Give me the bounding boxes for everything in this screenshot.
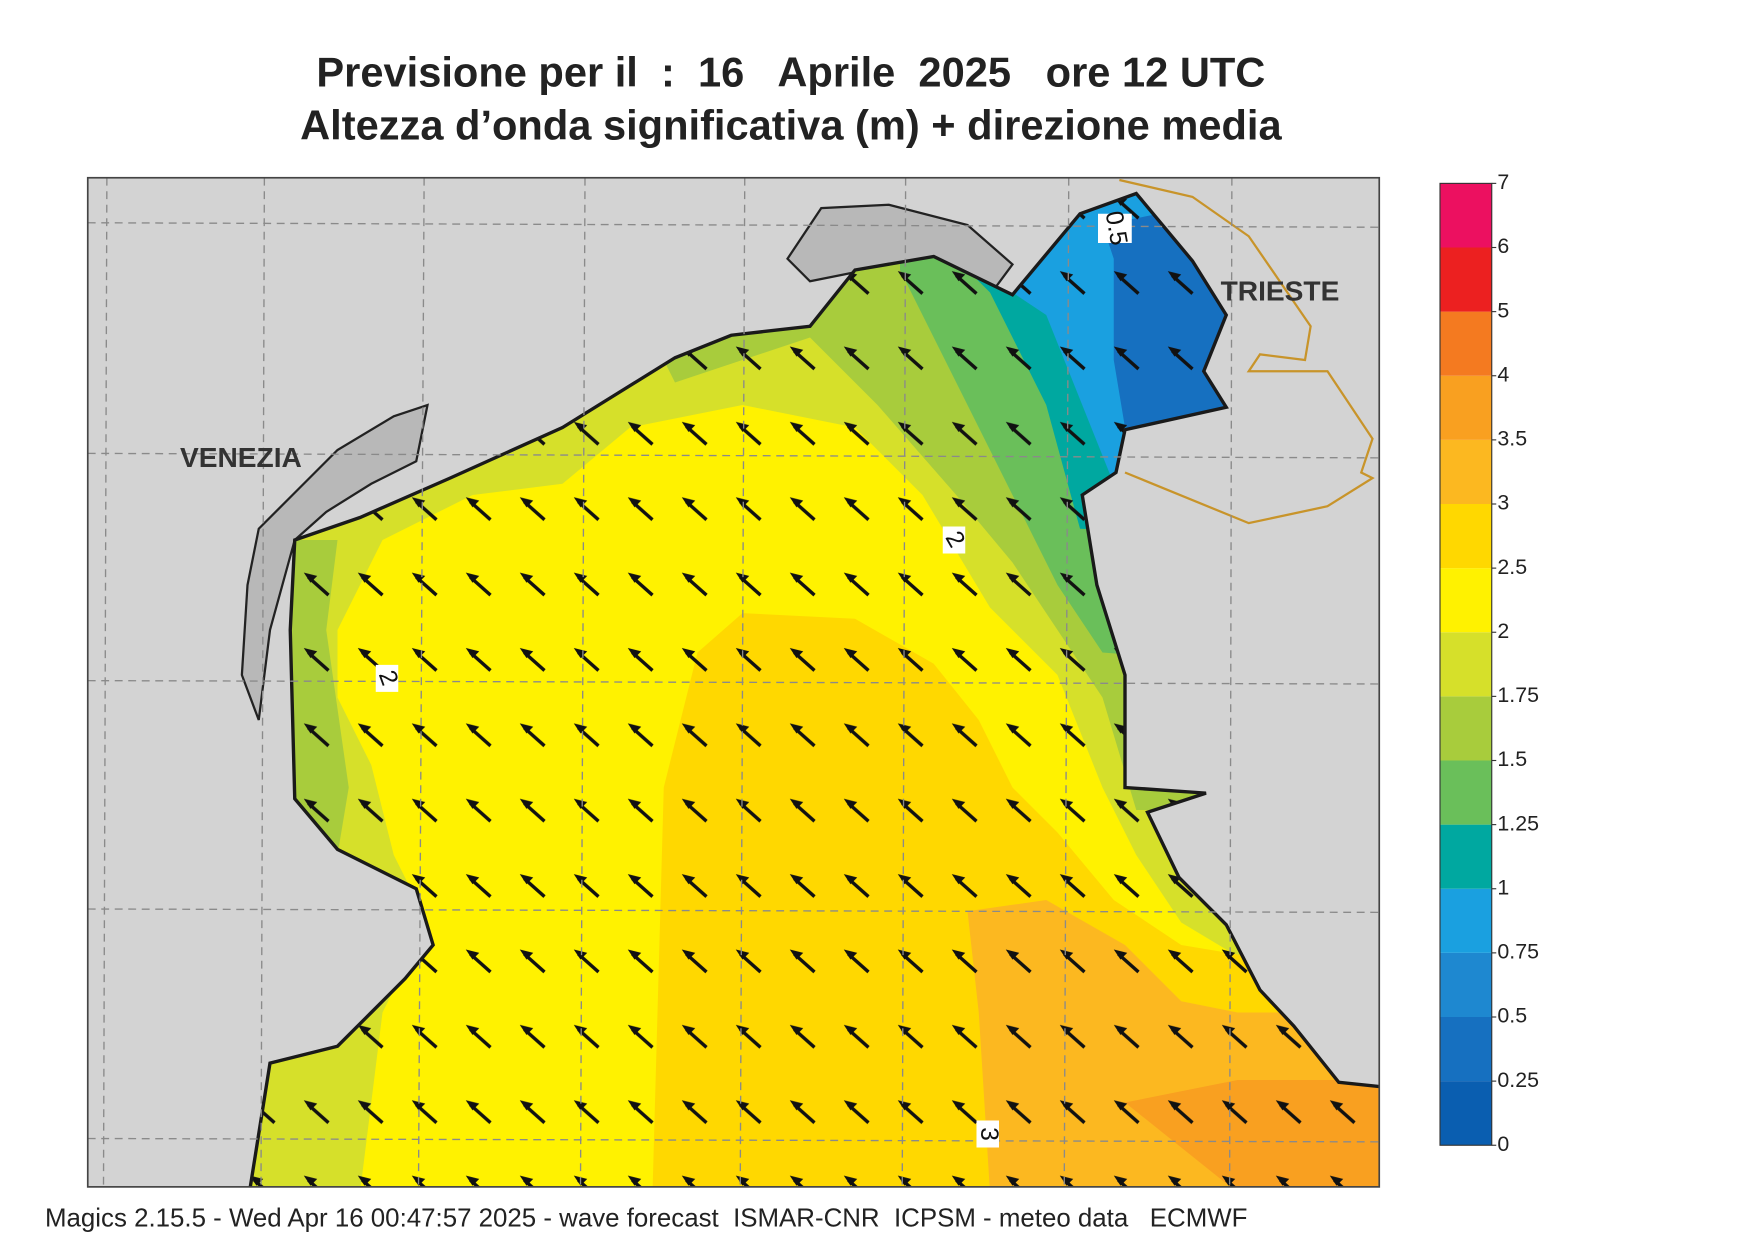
colorbar-segment <box>1440 247 1492 312</box>
colorbar-label: 0 <box>1497 1132 1509 1156</box>
colorbar-label: 0.75 <box>1497 940 1539 964</box>
border <box>1119 178 1375 525</box>
title-line-2: Altezza d’onda significativa (m) + direz… <box>300 102 1282 149</box>
colorbar-segment <box>1440 504 1492 569</box>
colorbar-segment <box>1440 824 1492 889</box>
colorbar-label: 1.75 <box>1497 683 1539 707</box>
title-line-1: Previsione per il : 16 Aprile 2025 ore 1… <box>316 49 1265 96</box>
map-frame <box>86 176 1381 1188</box>
colorbar-label: 0.25 <box>1497 1068 1539 1092</box>
colorbar-label: 2.5 <box>1497 555 1527 579</box>
colorbar-segment <box>1440 888 1492 953</box>
colorbar-segment <box>1440 1081 1492 1146</box>
colorbar-label: 3 <box>1497 491 1509 515</box>
footer: Magics 2.15.5 - Wed Apr 16 00:47:57 2025… <box>45 1204 1247 1232</box>
graticule <box>87 177 1380 1187</box>
colorbar-label: 5 <box>1497 298 1509 322</box>
map-area: VENEZIA TRIESTE 0.5 2 2 3 <box>87 177 1380 1187</box>
colorbar-segment <box>1440 375 1492 440</box>
colorbar-segment <box>1440 1017 1492 1082</box>
colorbar-label: 1.25 <box>1497 811 1539 835</box>
colorbar-label: 7 <box>1497 170 1509 194</box>
colorbar-segment <box>1440 439 1492 504</box>
colorbar-label: 3.5 <box>1497 427 1527 451</box>
colorbar-label: 4 <box>1497 362 1509 386</box>
colorbar-label: 2 <box>1497 619 1509 643</box>
colorbar-segment <box>1440 696 1492 761</box>
colorbar-segment <box>1440 632 1492 697</box>
contour-labels: 0.5 2 2 3 <box>373 209 1132 1148</box>
colorbar-label: 0.5 <box>1497 1004 1527 1028</box>
colorbar-segment <box>1440 952 1492 1017</box>
colorbar-segment <box>1440 568 1492 633</box>
colorbar: 0 0.25 0.5 0.75 1 1.25 1.5 1.75 2 2.5 3 3.5 4 5 6 7 <box>1439 170 1539 1156</box>
colorbar-label: 1 <box>1497 875 1509 899</box>
contour-label: 3 <box>975 1127 1002 1141</box>
place-label: VENEZIA <box>180 442 302 473</box>
colorbar-segment <box>1440 183 1492 248</box>
colorbar-frame <box>1439 182 1493 1146</box>
lagoon-land <box>240 403 429 721</box>
colorbar-segment <box>1440 760 1492 825</box>
contour-label: 0.5 <box>1100 209 1133 248</box>
place-label: TRIESTE <box>1221 275 1340 306</box>
colorbar-segment <box>1440 311 1492 376</box>
colorbar-label: 1.5 <box>1497 747 1527 771</box>
colorbar-label: 6 <box>1497 234 1509 258</box>
